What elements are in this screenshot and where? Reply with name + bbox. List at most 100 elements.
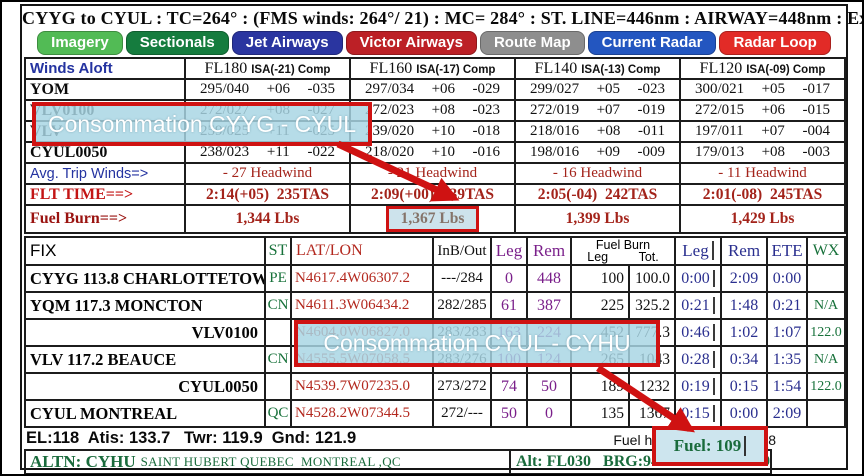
flt-time-label: FLT TIME==> xyxy=(24,183,186,206)
rem-time: 0:15 xyxy=(720,372,769,401)
leg-time: 0:19 xyxy=(674,372,723,401)
fix-province: PE xyxy=(264,264,292,293)
leg-distance: 61 xyxy=(490,291,528,320)
sectionals-button[interactable]: Sectionals xyxy=(125,31,229,55)
map-toolbar: Imagery Sectionals Jet Airways Victor Ai… xyxy=(22,31,846,55)
wind-cell: 272/019 +07 -019 xyxy=(514,99,681,122)
avg-winds-label: Avg. Trip Winds=> xyxy=(24,162,186,185)
rem-time: 0:00 xyxy=(720,399,769,428)
fuel-total: 1367 xyxy=(627,399,677,428)
fuel-burn-value: 1,429 Lbs xyxy=(679,204,846,234)
ete-time: 1:07 xyxy=(766,318,809,347)
wx-frequency xyxy=(806,399,847,428)
wind-cell: 218/020 +10 -016 xyxy=(349,141,516,164)
wind-cell: 299/027 +05 -023 xyxy=(514,78,681,101)
fix-name: CYUL MONTREAL xyxy=(24,399,266,428)
fix-latlon: N4539.7W07235.0 xyxy=(290,372,434,401)
avg-trip-winds-row: Avg. Trip Winds=> - 27 Headwind - 21 Hea… xyxy=(24,162,846,185)
flight-row-cyul0050: CYUL0050 N4539.7W07235.0 273/272 74 50 1… xyxy=(24,372,847,401)
imagery-button[interactable]: Imagery xyxy=(37,31,123,55)
fuel-burn-value: 1,399 Lbs xyxy=(514,204,681,234)
alternate-fuel-field[interactable]: Fuel: 109 xyxy=(652,426,768,466)
ete-time: 1:35 xyxy=(766,345,809,374)
fix-name: YQM 117.3 MONCTON xyxy=(24,291,266,320)
winds-header-row: Winds Aloft FL180 ISA(-21) Comp FL160 IS… xyxy=(24,57,846,80)
fix-name: CYUL0050 xyxy=(24,372,266,401)
flt-time-value: 2:01(-08) 245TAS xyxy=(679,183,846,206)
fix-province: CN xyxy=(264,345,292,374)
wind-cell: 179/013 +08 -003 xyxy=(679,141,846,164)
inb-out: 272/--- xyxy=(432,399,492,428)
fix-province xyxy=(264,372,292,401)
jet-airways-button[interactable]: Jet Airways xyxy=(231,31,343,55)
fuel-burn-value: 1,344 Lbs xyxy=(184,204,351,234)
fix-province: CN xyxy=(264,291,292,320)
wx-frequency: 122.0 xyxy=(806,372,847,401)
flt-time-row: FLT TIME==> 2:14(+05) 235TAS 2:09(+00) 2… xyxy=(24,183,846,206)
rem-time: 1:02 xyxy=(720,318,769,347)
leg-time-column-header: Leg xyxy=(674,236,723,266)
ete-time: 0:00 xyxy=(766,264,809,293)
rem-distance: 50 xyxy=(526,372,572,401)
winds-row: YOM 295/040 +06 -035 297/034 +06 -029 299/02… xyxy=(24,78,846,101)
rem-column-header: Rem xyxy=(526,236,572,266)
leg-time: 0:46 xyxy=(674,318,723,347)
rem-distance: 387 xyxy=(526,291,572,320)
alternate-airport-cell: ALTN: CYHU SAINT HUBERT QUEBEC MONTREAL … xyxy=(26,451,511,473)
fix-name: VLV0100 xyxy=(24,318,266,347)
fuel-burn-row: Fuel Burn==> 1,344 Lbs 1,367 Lbs 1,399 L… xyxy=(24,204,846,234)
alternate-fuel-value: Fuel: 109 xyxy=(674,436,747,456)
fuel-total: 325.2 xyxy=(627,291,677,320)
rem-time: 2:09 xyxy=(720,264,769,293)
wind-cell: 295/040 +06 -035 xyxy=(184,78,351,101)
fix-latlon: N4528.2W07344.5 xyxy=(290,399,434,428)
fuel-total: 100.0 xyxy=(627,264,677,293)
airport-frequencies: EL:118 Atis: 133.7 Twr: 119.9 Gnd: 121.9 xyxy=(26,429,357,447)
route-title: CYYG to CYUL : TC=264° : (FMS winds: 264… xyxy=(22,8,864,28)
wind-cell: 300/021 +05 -017 xyxy=(679,78,846,101)
fix-province: QC xyxy=(264,399,292,428)
wx-column-header: WX xyxy=(806,236,847,266)
flt-time-value: 2:09(+00) 239TAS xyxy=(349,183,516,206)
winds-aloft-label: Winds Aloft xyxy=(24,57,186,80)
flight-row-cyul: CYUL MONTREAL QC N4528.2W07344.5 272/---… xyxy=(24,399,847,428)
radar-loop-button[interactable]: Radar Loop xyxy=(719,31,831,55)
callout-banner-cyul-cyhu: Consommation CYUL - CYHU xyxy=(294,320,660,367)
callout-banner-cyyg-cyul: Consommation CYYG - CYUL xyxy=(32,102,372,146)
fl180-header: FL180 ISA(-21) Comp xyxy=(184,57,351,80)
inb-out: 282/285 xyxy=(432,291,492,320)
fuel-leg: 189 xyxy=(570,372,630,401)
fuel-burn-column-header: Fuel Burn Leg Tot. xyxy=(569,236,677,266)
content-frame: CYYG to CYUL : TC=264° : (FMS winds: 264… xyxy=(20,4,864,474)
leg-distance: 74 xyxy=(490,372,528,401)
current-radar-button[interactable]: Current Radar xyxy=(587,31,717,55)
flight-log-table: FIX ST LAT/LON InB/Out Leg Rem Fuel Burn… xyxy=(24,236,847,428)
victor-airways-button[interactable]: Victor Airways xyxy=(345,31,477,55)
alternate-airport-row: ALTN: CYHU SAINT HUBERT QUEBEC MONTREAL … xyxy=(24,449,772,474)
fl140-header: FL140 ISA(-13) Comp xyxy=(514,57,681,80)
wind-cell: 239/020 +10 -018 xyxy=(349,120,516,143)
fix-column-header: FIX xyxy=(24,236,266,266)
wind-cell: 272/015 +06 -015 xyxy=(679,99,846,122)
fl120-header: FL120 ISA(-09) Comp xyxy=(679,57,846,80)
leg-time: 0:00 xyxy=(674,264,723,293)
fuel-leg: 135 xyxy=(570,399,630,428)
flight-row-cyyg: CYYG 113.8 CHARLOTTETOW PE N4617.4W06307… xyxy=(24,264,847,293)
wx-frequency: N/A xyxy=(806,345,847,374)
rem-time: 1:48 xyxy=(720,291,769,320)
flt-time-value: 2:14(+05) 235TAS xyxy=(184,183,351,206)
leg-time: 0:21 xyxy=(674,291,723,320)
fix-province xyxy=(264,318,292,347)
ete-time: 2:09 xyxy=(766,399,809,428)
leg-time: 0:28 xyxy=(674,345,723,374)
fuel-burn-value-highlighted: 1,367 Lbs xyxy=(349,204,516,234)
fuel-total: 1232 xyxy=(627,372,677,401)
flt-time-value: 2:05(-04) 242TAS xyxy=(514,183,681,206)
route-map-button[interactable]: Route Map xyxy=(479,31,585,55)
ete-column-header: ETE xyxy=(766,236,809,266)
st-column-header: ST xyxy=(264,236,292,266)
alternate-name: SAINT HUBERT QUEBEC MONTREAL ,QC xyxy=(140,454,401,469)
flight-header-row: FIX ST LAT/LON InB/Out Leg Rem Fuel Burn… xyxy=(24,236,847,266)
winds-aloft-table: Winds Aloft FL180 ISA(-21) Comp FL160 IS… xyxy=(24,57,846,234)
wind-cell: 198/016 +09 -009 xyxy=(514,141,681,164)
